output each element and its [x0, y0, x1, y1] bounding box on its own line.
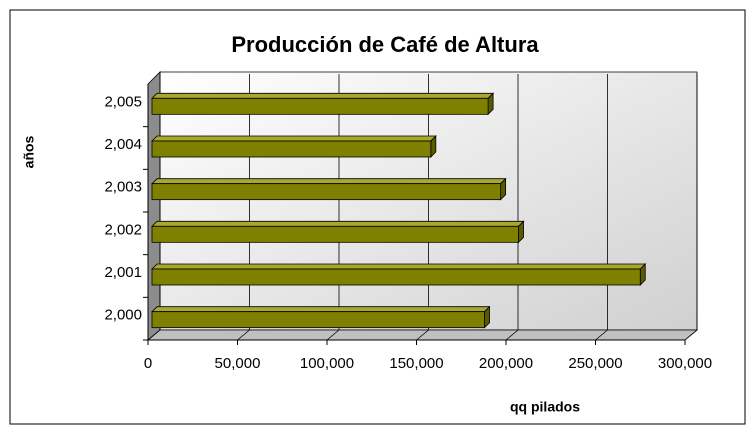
y-tick-label: 2,000	[104, 307, 142, 324]
bar-front	[151, 225, 519, 243]
bar	[151, 177, 507, 201]
x-tick-label: 0	[144, 355, 152, 372]
bar-top	[151, 92, 495, 99]
floor-grid-line	[505, 329, 519, 341]
x-tick-label: 200,000	[479, 355, 533, 372]
y-tick-label: 2,002	[104, 221, 142, 238]
x-tick-label: 250,000	[568, 355, 622, 372]
x-axis-title: qq pilados	[510, 399, 580, 415]
chart-title: Producción de Café de Altura	[231, 32, 539, 57]
y-tick-label: 2,003	[104, 179, 142, 196]
bar-top	[151, 263, 647, 270]
y-tick-label: 2,004	[104, 136, 142, 153]
bar	[151, 305, 491, 329]
y-tick-label: 2,001	[104, 264, 142, 281]
bar	[151, 263, 647, 286]
bar-front	[151, 268, 641, 286]
floor-grid-line	[684, 329, 698, 341]
bar	[151, 220, 525, 244]
bar-top	[151, 135, 437, 142]
y-axis-title: años	[21, 135, 37, 168]
bar-front	[151, 140, 432, 158]
floor-grid-line	[326, 329, 340, 341]
floor-grid-line	[595, 329, 608, 341]
bar	[151, 92, 495, 116]
floor-grid-line	[147, 329, 161, 341]
floor-grid-line	[416, 329, 429, 341]
y-tick-label: 2,005	[104, 93, 142, 110]
bar-front	[151, 97, 489, 115]
bar-top	[151, 220, 525, 227]
bar-top	[151, 306, 491, 313]
x-tick-label: 150,000	[389, 355, 443, 372]
bar	[151, 135, 437, 158]
bar-front	[151, 183, 502, 201]
x-tick-label: 50,000	[215, 355, 261, 372]
x-tick-label: 100,000	[300, 355, 354, 372]
floor-grid-line	[237, 329, 250, 341]
bar-top	[151, 178, 507, 185]
x-tick-label: 300,000	[658, 355, 712, 372]
bar-front	[151, 311, 485, 329]
